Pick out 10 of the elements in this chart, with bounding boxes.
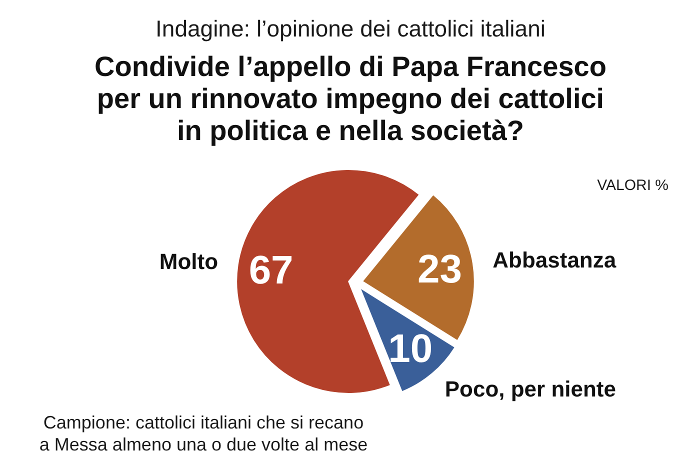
text: Campione: cattolici italiani che si recano a Messa almeno una o due volte al mese [39, 412, 368, 454]
data-label: 67 [248, 248, 294, 293]
slice-label: Abbastanza [492, 247, 617, 272]
data-label: 23 [418, 248, 462, 292]
chart-subtitle: Condivide l’appello di Papa Francesco per un rinnovato impegno dei cattolici in politica e nella società? [94, 51, 606, 146]
slice-label: Molto [159, 249, 218, 274]
slice-label: Poco, per niente [444, 376, 616, 402]
text: VALORI % [597, 177, 669, 194]
data-label: 10 [388, 326, 433, 371]
chart-title: Indagine: l’opinione dei cattolici italiani [156, 16, 546, 42]
